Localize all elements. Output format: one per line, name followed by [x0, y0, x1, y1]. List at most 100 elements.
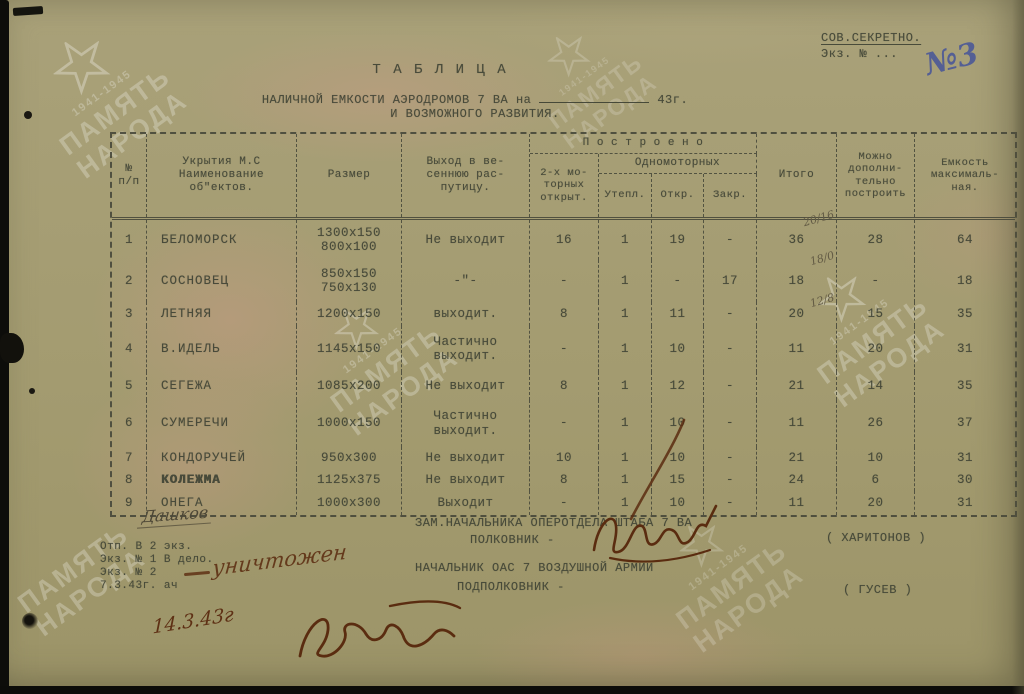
cell-max-capacity: 35: [956, 378, 973, 393]
cell-warm: 1: [599, 220, 652, 260]
cell-num: 2: [112, 260, 147, 302]
handwritten-destroyed-note: уничтожен: [211, 539, 348, 581]
cell-open: 10: [652, 400, 704, 447]
secrecy-stamp: СОВ.СЕКРЕТНО.: [821, 31, 922, 45]
cell-num: 8: [112, 469, 147, 491]
cell-can-build: 20: [837, 491, 915, 515]
header-size: Размер: [297, 134, 402, 217]
cell-closed: -: [704, 400, 757, 447]
scan-corner-mark: [12, 5, 44, 17]
cell-name: ОНЕГА: [147, 491, 297, 515]
header-single-engine: Одномоторных: [599, 154, 757, 174]
header-can-build: Можно дополни- тельно построить: [837, 134, 915, 217]
cell-twin: -: [530, 400, 599, 447]
cell-max-capacity: 64: [956, 232, 973, 247]
cell-total: 11: [757, 400, 837, 447]
cell-name: СЕГЕЖА: [147, 372, 297, 400]
cell-spring-exit: выходит.: [402, 302, 530, 326]
copies-note-line2: Экз. № 1 В дело.: [100, 554, 214, 566]
cell-spring-exit: Не выходит: [402, 220, 530, 260]
table-row: 1 БЕЛОМОРСК 1300x150 800x100 Не выходит …: [112, 208, 1015, 260]
cell-total: 11: [757, 326, 837, 372]
cell-closed: -: [704, 302, 757, 326]
cell-can-build: 20: [837, 326, 915, 372]
signature-name-gusev: ( ГУСЕВ ): [843, 583, 913, 597]
header-twin-engine: 2-х мо- торных открыт.: [530, 154, 599, 217]
cell-warm: 1: [599, 326, 652, 372]
copy-number-line: Экз. № ...: [821, 47, 899, 61]
cell-size: 1145x150: [297, 326, 402, 372]
total-value: 18: [788, 273, 805, 288]
cell-spring-exit: Не выходит: [402, 372, 530, 400]
signature-title-line-2: НАЧАЛЬНИК ОАС 7 ВОЗДУШНОЙ АРМИИ: [415, 561, 654, 575]
table-row: 7 КОНДОРУЧЕЙ 950x300 Не выходит 10 1 10 …: [112, 447, 1015, 469]
cell-spring-exit: Не выходит: [402, 469, 530, 491]
cell-twin: -: [530, 326, 599, 372]
cell-warm: 1: [599, 447, 652, 469]
watermark-line1: ПАМЯТЬ: [670, 535, 793, 636]
scan-edge-bottom: [0, 686, 1024, 694]
star-icon: [52, 40, 111, 96]
cell-can-build: 14: [837, 372, 915, 400]
cell-can-build: 26: [837, 400, 915, 447]
cell-twin: 8: [530, 372, 599, 400]
cell-warm: 1: [599, 491, 652, 515]
cell-total: 24: [757, 469, 837, 491]
cell-warm: 1: [599, 469, 652, 491]
blank-underline: [539, 92, 650, 103]
table-row: 6 СУМЕРЕЧИ 1000x150 Частично выходит. - …: [112, 400, 1015, 447]
cell-spring-exit: Выходит: [402, 491, 530, 515]
cell-closed: 17: [704, 260, 757, 302]
cell-open: 15: [652, 469, 704, 491]
cell-num: 6: [112, 400, 147, 447]
header-total: Итого: [757, 134, 837, 217]
table-row: 9 ОНЕГА 1000x300 Выходит - 1 10 - 11 20 …: [112, 491, 1015, 515]
cell-warm: 1: [599, 372, 652, 400]
cell-size: 950x300: [297, 447, 402, 469]
table-row: 3 ЛЕТНЯЯ 1200x150 выходит. 8 1 11 - 20 12…: [112, 291, 1015, 326]
cell-size: 1125x375: [297, 469, 402, 491]
cell-can-build: -: [837, 260, 915, 302]
total-value: 36: [788, 232, 805, 247]
scan-edge-right-shadow: [1012, 0, 1024, 694]
watermark-line2: НАРОДА: [687, 559, 810, 659]
header-spring-exit: Выход в ве- сеннюю рас- путицу.: [402, 134, 530, 217]
table-row: 2 СОСНОВЕЦ 850x150 750x130 -"- - 1 - 17 …: [112, 249, 1015, 302]
cell-size: 1000x300: [297, 491, 402, 515]
handwritten-copy-number: №3: [921, 36, 982, 83]
copies-note-line1: Отп. В 2 экз.: [100, 541, 193, 553]
cell-num: 5: [112, 372, 147, 400]
cell-total: 11: [757, 491, 837, 515]
cell-open: 10: [652, 326, 704, 372]
cell-open: 10: [652, 491, 704, 515]
total-value: 24: [788, 472, 805, 487]
cell-twin: 16: [530, 220, 599, 260]
cell-size: 1300x150 800x100: [297, 220, 402, 260]
cell-max-capacity: 31: [956, 450, 973, 465]
cell-name: КОНДОРУЧЕЙ: [147, 447, 297, 469]
cell-closed: -: [704, 469, 757, 491]
cell-can-build: 15: [837, 302, 915, 326]
cell-open: -: [652, 260, 704, 302]
watermark-years: 1941-1945: [686, 541, 751, 594]
cell-total: 20 12/8: [757, 291, 837, 326]
handwritten-date: 14.3.43г: [152, 603, 234, 639]
cell-closed: -: [704, 447, 757, 469]
paper-spot: [29, 388, 35, 394]
cell-size: 1085x200: [297, 372, 402, 400]
cell-num: 1: [112, 220, 147, 260]
punch-hole: [22, 613, 38, 629]
copies-note-line3: Экз. № 2: [100, 567, 157, 579]
total-value: 11: [788, 495, 805, 510]
cell-max-capacity: 31: [956, 341, 973, 356]
cell-closed: -: [704, 220, 757, 260]
subtitle-text-before: НАЛИЧНОЙ ЕМКОСТИ АЭРОДРОМОВ 7 ВА на: [261, 93, 532, 107]
cell-closed: -: [704, 491, 757, 515]
cell-num: 9: [112, 491, 147, 515]
header-closed: Закр.: [704, 174, 757, 217]
table-row: 8 КОЛЕЖМА 1125x375 Не выходит 8 1 15 - 2…: [112, 469, 1015, 491]
cell-num: 7: [112, 447, 147, 469]
cell-open: 19: [652, 220, 704, 260]
cell-spring-exit: -"-: [402, 260, 530, 302]
cell-size: 1000x150: [297, 400, 402, 447]
